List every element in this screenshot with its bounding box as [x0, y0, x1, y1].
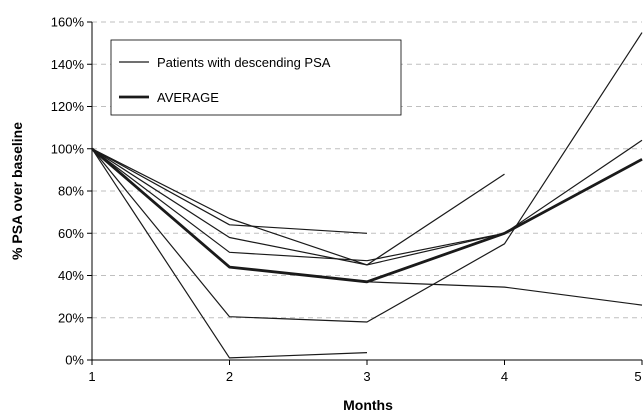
legend-label-average: AVERAGE — [157, 90, 219, 105]
series-line-patient-3 — [91, 139, 643, 262]
y-tick-label: 160% — [51, 15, 85, 30]
x-tick-labels: 1 2 3 4 5 — [88, 369, 641, 384]
legend-box — [110, 39, 402, 116]
y-tick-label: 100% — [51, 141, 85, 156]
x-tick-label: 3 — [363, 369, 370, 384]
y-tick-label: 0% — [65, 353, 84, 368]
x-tick-label: 1 — [88, 369, 95, 384]
y-tick-label: 40% — [58, 268, 84, 283]
x-tick-label: 5 — [634, 369, 641, 384]
x-axis-title: Months — [343, 397, 393, 413]
y-tick-label: 80% — [58, 184, 84, 199]
y-axis-title: % PSA over baseline — [9, 122, 25, 260]
series-line-patient-4 — [91, 148, 643, 266]
series-line-patient-2 — [91, 32, 643, 323]
legend-label-patients: Patients with descending PSA — [157, 55, 331, 70]
y-tick-label: 60% — [58, 226, 84, 241]
series-line-average — [91, 147, 643, 284]
y-tick-label: 140% — [51, 57, 85, 72]
x-tick-label: 2 — [226, 369, 233, 384]
y-tick-label: 120% — [51, 99, 85, 114]
x-tick-label: 4 — [501, 369, 508, 384]
series-lines — [91, 32, 643, 359]
axes — [87, 21, 643, 365]
legend: Patients with descending PSA AVERAGE — [110, 39, 402, 116]
series-line-patient-1 — [91, 148, 368, 359]
series-line-patient-6 — [91, 148, 505, 266]
y-tick-label: 20% — [58, 310, 84, 325]
series-line-patient-5 — [91, 148, 368, 234]
y-tick-labels: 0% 20% 40% 60% 80% 100% 120% 140% 160% — [51, 15, 85, 368]
